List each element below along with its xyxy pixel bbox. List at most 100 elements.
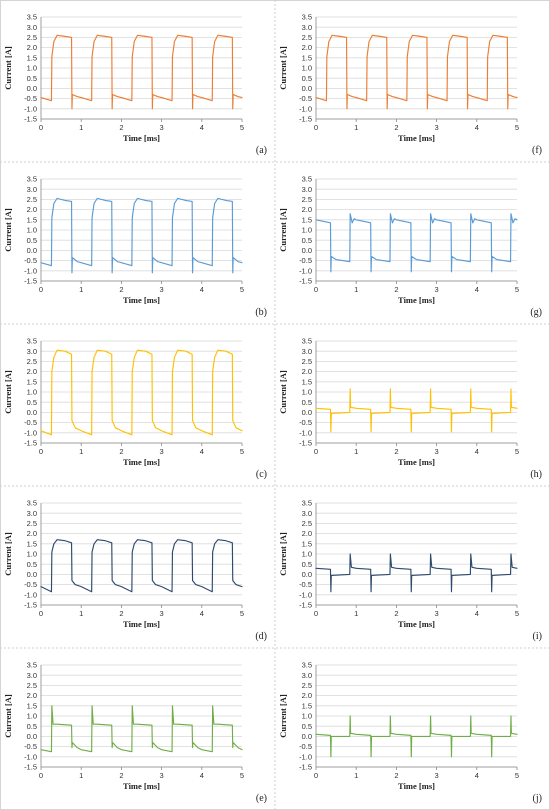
y-tick-label: 3.0	[302, 347, 312, 356]
x-tick-label: 4	[200, 123, 204, 132]
x-tick-label: 1	[354, 609, 358, 618]
x-tick-label: 4	[475, 285, 479, 294]
y-tick-label: 2.5	[302, 195, 312, 204]
y-tick-label: 0.5	[27, 74, 37, 83]
x-tick-label: 4	[475, 123, 479, 132]
x-tick-label: 4	[475, 609, 479, 618]
y-tick-label: 1.5	[302, 539, 312, 548]
y-axis-title: Current [A]	[3, 694, 13, 738]
y-tick-label: 2.0	[27, 43, 37, 52]
x-tick-label: 1	[354, 285, 358, 294]
current-trace	[40, 34, 243, 110]
y-tick-label: 1.0	[27, 712, 37, 721]
x-axis-title: Time [ms]	[398, 619, 435, 629]
y-tick-label: 2.5	[27, 33, 37, 42]
x-tick-label: 2	[394, 771, 398, 780]
x-tick-label: 4	[475, 447, 479, 456]
x-tick-label: 0	[314, 123, 318, 132]
y-tick-label: 3.5	[27, 175, 37, 184]
y-tick-label: 2.0	[302, 529, 312, 538]
x-axis-title: Time [ms]	[398, 457, 435, 467]
y-tick-label: 0.5	[302, 722, 312, 731]
y-tick-label: -0.5	[24, 580, 37, 589]
panel-label: (f)	[532, 145, 542, 156]
y-axis-title: Current [A]	[278, 694, 288, 738]
y-tick-label: 0.5	[302, 560, 312, 569]
x-axis-title: Time [ms]	[398, 133, 435, 143]
x-axis-title: Time [ms]	[123, 619, 160, 629]
x-tick-label: 0	[39, 447, 43, 456]
y-tick-label: 0.0	[302, 84, 312, 93]
y-tick-label: 2.5	[27, 681, 37, 690]
y-tick-label: 0.0	[302, 570, 312, 579]
y-tick-label: 0.0	[27, 570, 37, 579]
x-axis-title: Time [ms]	[398, 781, 435, 791]
panel-label: (i)	[533, 631, 542, 642]
chart-panel-g: -1.5 -1.0-0.50.00.51.0 1.52.02.53.03.5 0 1 2 3…	[278, 175, 542, 318]
chart-panel-h: -1.5 -1.0-0.50.00.51.0 1.52.02.53.03.5 0 1 2 3…	[278, 337, 542, 480]
y-tick-label: 3.0	[27, 23, 37, 32]
y-tick-label: -1.5	[299, 277, 312, 286]
chart-panel-a: -1.5 -1.0-0.50.00.51.0 1.52.02.53.03.5 0 1 2 3…	[3, 13, 267, 156]
y-axis-title: Current [A]	[278, 46, 288, 90]
x-tick-label: 2	[394, 609, 398, 618]
y-tick-label: 1.5	[302, 215, 312, 224]
y-tick-label: -1.5	[299, 115, 312, 124]
y-axis-title: Current [A]	[3, 532, 13, 576]
x-tick-label: 3	[435, 123, 439, 132]
x-tick-label: 5	[240, 447, 244, 456]
y-tick-label: 3.5	[27, 661, 37, 670]
y-tick-label: 3.5	[27, 337, 37, 346]
y-tick-label: 1.0	[27, 550, 37, 559]
y-tick-label: -0.5	[299, 256, 312, 265]
chart-panel-c: -1.5 -1.0-0.50.00.51.0 1.52.02.53.03.5 0 1 2 3…	[3, 337, 267, 480]
y-tick-label: 2.0	[27, 367, 37, 376]
y-tick-label: -1.5	[24, 115, 37, 124]
y-tick-label: 0.5	[27, 722, 37, 731]
x-tick-label: 0	[314, 447, 318, 456]
y-tick-label: 0.5	[302, 236, 312, 245]
y-tick-label: -1.0	[299, 752, 312, 761]
y-tick-label: 2.5	[302, 33, 312, 42]
y-tick-label: 3.0	[302, 509, 312, 518]
y-tick-label: 2.0	[302, 43, 312, 52]
y-tick-label: 1.0	[302, 64, 312, 73]
panel-label: (h)	[530, 469, 542, 480]
y-tick-label: 1.5	[27, 377, 37, 386]
y-tick-label: -1.0	[299, 590, 312, 599]
panel-label: (c)	[256, 469, 267, 480]
x-tick-label: 3	[435, 771, 439, 780]
x-tick-label: 0	[314, 285, 318, 294]
y-tick-label: -0.5	[24, 742, 37, 751]
panel-label: (j)	[533, 793, 542, 804]
x-tick-label: 2	[394, 123, 398, 132]
y-tick-label: 3.5	[27, 13, 37, 22]
x-tick-label: 1	[79, 447, 83, 456]
x-tick-label: 3	[160, 609, 164, 618]
y-tick-label: -0.5	[24, 94, 37, 103]
y-tick-label: 2.5	[302, 357, 312, 366]
y-tick-label: 1.0	[27, 226, 37, 235]
x-tick-label: 1	[79, 609, 83, 618]
y-tick-label: 1.5	[302, 701, 312, 710]
current-trace	[40, 197, 243, 274]
current-trace	[40, 705, 243, 753]
x-axis-title: Time [ms]	[123, 457, 160, 467]
x-tick-label: 2	[394, 447, 398, 456]
x-tick-label: 5	[515, 609, 519, 618]
x-axis-title: Time [ms]	[398, 295, 435, 305]
y-tick-label: 3.0	[27, 347, 37, 356]
current-trace	[40, 539, 243, 593]
y-tick-label: 1.0	[302, 550, 312, 559]
x-tick-label: 3	[160, 771, 164, 780]
x-tick-label: 0	[39, 771, 43, 780]
y-tick-label: -0.5	[299, 94, 312, 103]
y-tick-label: 0.0	[27, 246, 37, 255]
y-tick-label: 0.0	[302, 408, 312, 417]
x-tick-label: 5	[240, 771, 244, 780]
y-tick-label: 1.5	[27, 215, 37, 224]
y-axis-title: Current [A]	[3, 208, 13, 252]
x-axis-title: Time [ms]	[123, 295, 160, 305]
y-tick-label: 3.0	[302, 23, 312, 32]
